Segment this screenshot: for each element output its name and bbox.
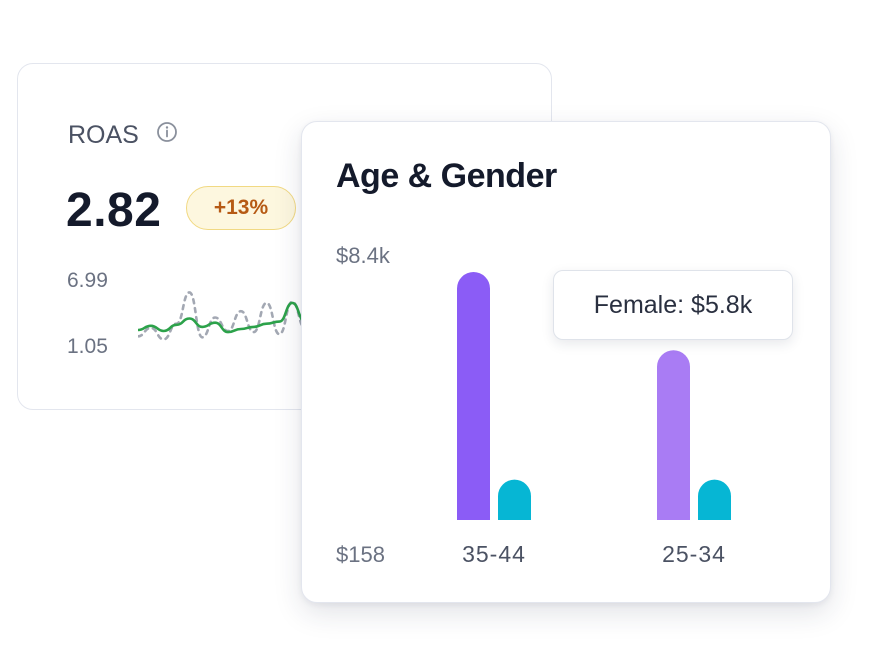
bar-25-34-primary[interactable] bbox=[657, 350, 690, 520]
roas-value: 2.82 bbox=[66, 184, 162, 237]
x-axis-label-35-44: 35-44 bbox=[462, 541, 526, 567]
sparkline-min-label: 1.05 bbox=[67, 335, 108, 358]
bar-tooltip: Female: $5.8k bbox=[553, 270, 793, 340]
age-gender-card: Age & Gender $8.4k $158 35-44 25-34 Femal… bbox=[301, 121, 831, 603]
roas-sparkline bbox=[138, 291, 318, 341]
x-axis-label-25-34: 25-34 bbox=[662, 541, 726, 567]
age-gender-title: Age & Gender bbox=[336, 157, 557, 195]
info-icon[interactable] bbox=[156, 121, 178, 143]
bar-25-34-secondary[interactable] bbox=[698, 479, 731, 520]
sparkline-current-series bbox=[138, 301, 318, 334]
change-badge: +13% bbox=[186, 186, 296, 230]
sparkline-max-label: 6.99 bbox=[67, 269, 108, 292]
bar-35-44-primary[interactable] bbox=[457, 272, 490, 520]
roas-title: ROAS bbox=[68, 121, 139, 149]
y-axis-max-label: $8.4k bbox=[336, 243, 390, 268]
bar-35-44-secondary[interactable] bbox=[498, 479, 531, 520]
age-gender-bar-chart: 35-44 25-34 bbox=[457, 272, 731, 567]
y-axis-min-label: $158 bbox=[336, 542, 385, 567]
